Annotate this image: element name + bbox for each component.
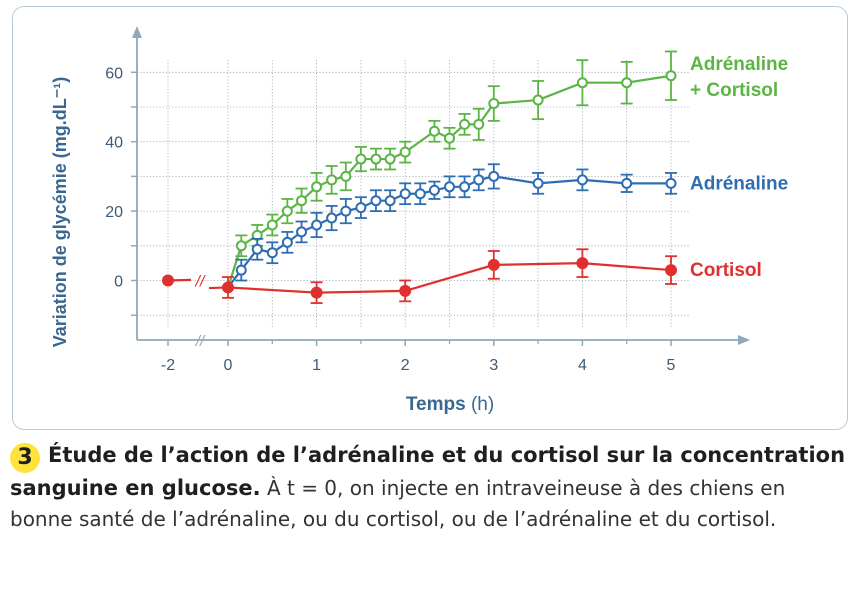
x-tick-label: 3 — [489, 357, 498, 374]
data-point — [235, 240, 247, 252]
data-point — [532, 94, 544, 106]
data-point — [576, 174, 588, 186]
series-label: Adrénaline — [690, 54, 788, 75]
y-axis-arrow — [132, 26, 142, 38]
data-point — [488, 98, 500, 110]
data-point — [399, 188, 411, 200]
series-line — [227, 262, 672, 294]
data-point — [665, 177, 677, 189]
data-point — [487, 258, 500, 271]
data-point — [428, 184, 440, 196]
data-point — [266, 247, 278, 259]
series-label: + Cortisol — [690, 80, 778, 101]
data-point — [326, 174, 338, 186]
chart-panel — [12, 6, 848, 430]
data-point — [340, 205, 352, 217]
data-point — [414, 188, 426, 200]
data-point — [459, 181, 471, 193]
data-point — [281, 205, 293, 217]
figure-caption: 3 Étude de l’action de l’adrénaline et du… — [10, 440, 846, 535]
series-line — [226, 74, 672, 288]
data-point — [266, 219, 278, 231]
x-axis-arrow — [738, 335, 750, 345]
data-point — [326, 212, 338, 224]
data-point — [621, 77, 633, 89]
data-point — [665, 70, 677, 82]
series-label: Adrénaline — [690, 173, 788, 194]
data-point — [311, 219, 323, 231]
data-point — [532, 177, 544, 189]
data-point — [370, 195, 382, 207]
data-point — [459, 118, 471, 130]
data-point — [281, 236, 293, 248]
data-point — [428, 125, 440, 137]
data-point — [444, 181, 455, 193]
data-point — [370, 153, 382, 165]
data-point — [473, 118, 485, 130]
data-point — [576, 257, 589, 270]
data-point — [621, 177, 633, 189]
data-point — [399, 146, 411, 158]
glycemia-chart: 0 20 40 60 -2 0 1 2 3 4 5 // Temps (h) Variation de g… — [50, 26, 788, 415]
series-1: Adrénaline — [227, 163, 788, 289]
y-tick-label: 20 — [105, 204, 123, 221]
data-point — [251, 243, 263, 255]
caption-text: À t = 0, on injecte en intraveineuse à d… — [10, 476, 786, 531]
y-axis-label: Variation de glycémie (mg.dL⁻¹) — [50, 77, 70, 348]
data-point — [355, 202, 367, 214]
x-tick-label: 1 — [312, 357, 321, 374]
data-point — [310, 286, 323, 299]
y-tick-label: 0 — [114, 274, 123, 291]
x-tick-label: -2 — [161, 357, 175, 374]
data-point — [384, 153, 396, 165]
data-point — [473, 174, 485, 186]
x-axis-break: // — [195, 333, 206, 350]
data-point — [235, 264, 247, 276]
series-label: Cortisol — [690, 260, 762, 281]
x-axis-label: Temps (h) — [406, 394, 494, 415]
series-2: // Cortisol — [162, 248, 762, 304]
data-point — [311, 181, 323, 193]
caption-title: Étude de l’action de l’adrénaline et du … — [10, 443, 846, 500]
y-tick-label: 60 — [105, 65, 123, 82]
data-point — [296, 195, 308, 207]
data-point — [444, 132, 455, 144]
x-tick-label: 4 — [578, 357, 587, 374]
x-tick-label: 0 — [224, 357, 233, 374]
x-tick-label: 2 — [401, 357, 410, 374]
data-point — [222, 281, 234, 294]
x-tick-label: 5 — [667, 357, 676, 374]
data-point — [355, 153, 367, 165]
grid — [137, 60, 690, 328]
y-tick-label: 40 — [105, 135, 123, 152]
series-0: Adrénaline + Cortisol — [226, 50, 788, 288]
figure-number-badge: 3 — [10, 443, 40, 473]
data-point — [384, 195, 396, 207]
data-point — [576, 77, 588, 89]
data-point — [399, 284, 412, 297]
data-point — [296, 226, 308, 238]
data-point — [340, 170, 352, 182]
series-break-mark: // — [195, 274, 206, 291]
data-point — [665, 264, 677, 277]
data-point — [488, 170, 500, 182]
data-point — [162, 274, 174, 287]
